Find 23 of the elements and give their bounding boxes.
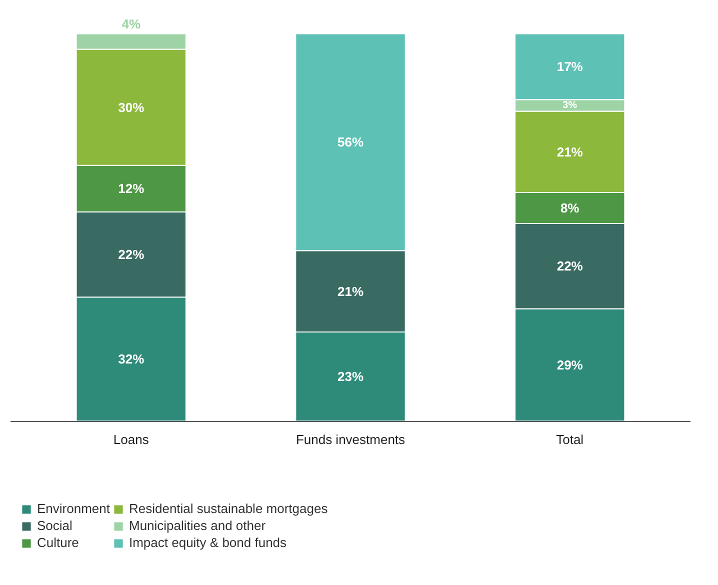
legend-label: Impact equity & bond funds [128, 535, 287, 550]
data-label: 21% [337, 284, 364, 299]
data-label: 17% [556, 59, 584, 74]
legend-label: Social [37, 518, 72, 533]
x-tick-label: Funds investments [296, 432, 406, 448]
x-tick-label: Loans [113, 432, 150, 448]
data-label: 56% [337, 134, 364, 150]
legend-label: Culture [37, 535, 79, 550]
data-label: 22% [556, 258, 584, 274]
legend-label: Residential sustainable mortgages [128, 501, 328, 516]
data-label: 4% [122, 16, 141, 32]
legend-label: Environment [37, 501, 110, 516]
data-label: 3% [562, 100, 578, 111]
data-label: 21% [556, 144, 584, 160]
x-tick-label: Total [556, 432, 584, 448]
data-label: 8% [560, 200, 580, 216]
legend-label: Municipalities and other [128, 518, 266, 533]
data-label: 29% [556, 357, 584, 372]
data-label: 30% [118, 100, 145, 115]
data-label: 22% [118, 247, 145, 262]
data-label: 12% [118, 181, 145, 196]
data-label: 23% [337, 369, 364, 384]
data-label: 32% [118, 352, 145, 367]
